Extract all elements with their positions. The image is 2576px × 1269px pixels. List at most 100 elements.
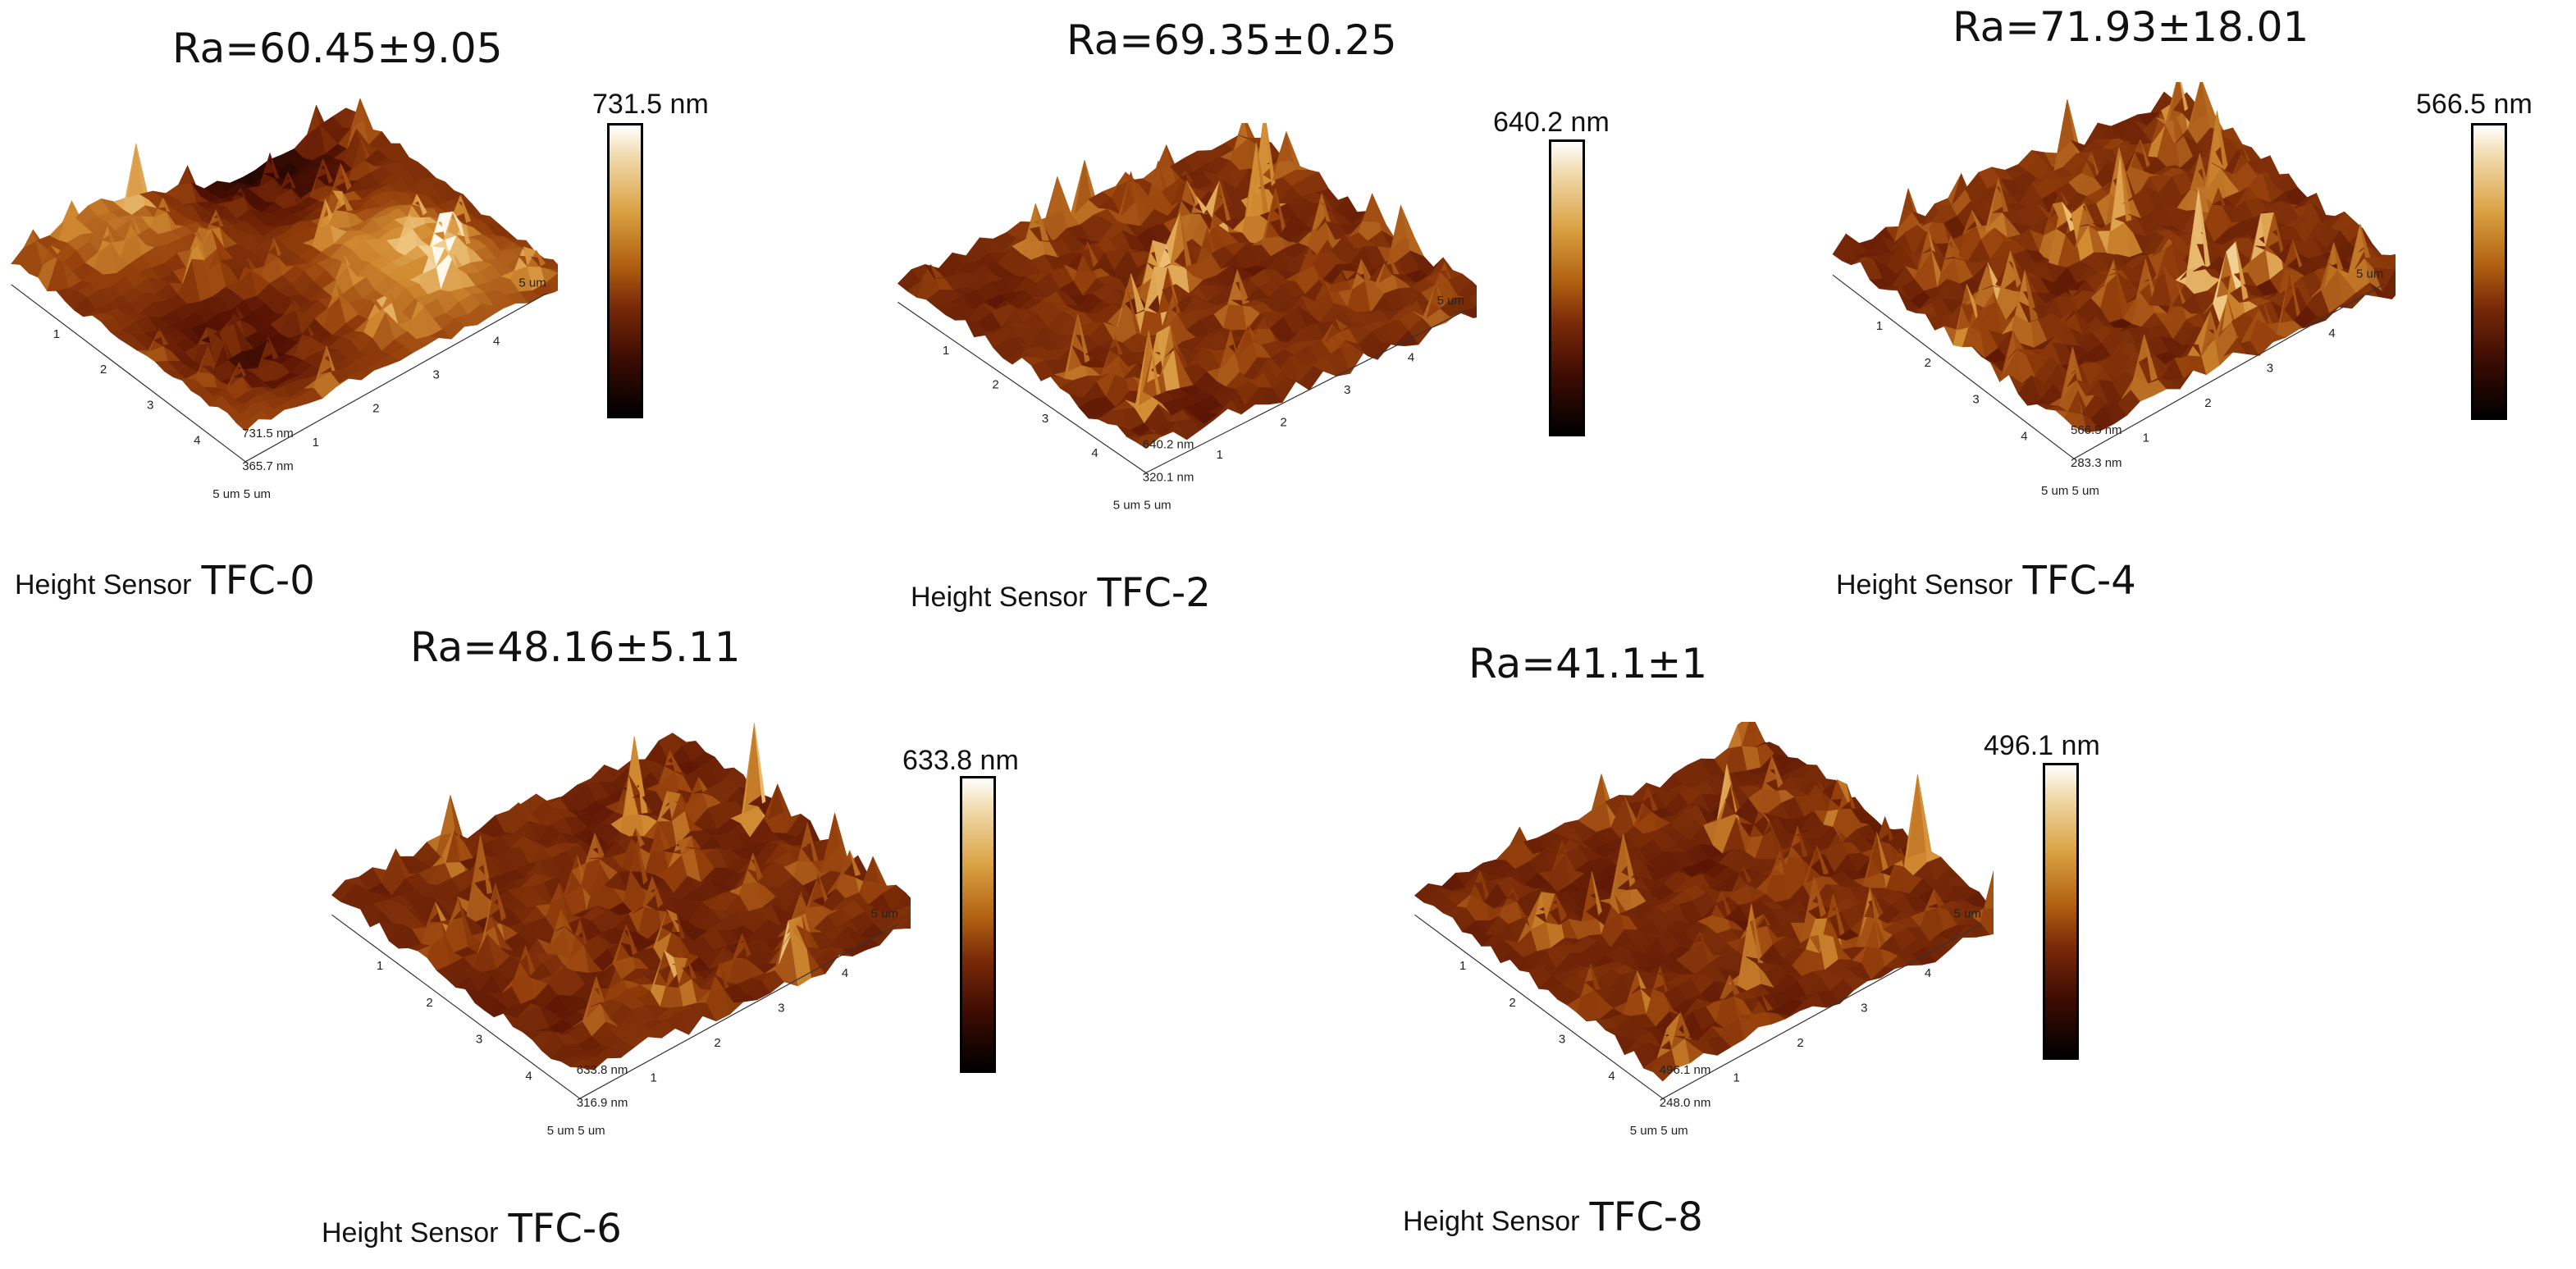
surface-mesh [897, 123, 1477, 449]
axis-tick-label: 1 [313, 436, 319, 450]
axis-tick-label: 2 [1509, 996, 1515, 1010]
axis-end-label: 5 um [1954, 906, 1981, 920]
color-scale-max: 731.5 nm [592, 89, 709, 120]
height-sensor-label: Height Sensor [911, 582, 1088, 613]
color-scale-bar [2043, 763, 2079, 1060]
afm-3d-surface: 1 1 2 2 3 3 4 4 5 um 5 um 5 um 731.5 nm 365.7 nm [11, 98, 558, 501]
axis-tick-label: 3 [1042, 412, 1048, 426]
axis-tick-label: 3 [476, 1033, 482, 1047]
axis-end-label: 5 um [518, 276, 546, 290]
surface-mesh [1414, 722, 1994, 1082]
surface-mesh [1832, 82, 2396, 433]
axis-tick-label: 2 [2204, 396, 2211, 410]
z-axis-mid-label: 248.0 nm [1660, 1096, 1711, 1110]
axis-tick-label: 3 [1559, 1033, 1565, 1047]
axis-tick-label: 2 [1797, 1036, 1803, 1050]
color-scale-bar [2471, 123, 2507, 420]
afm-3d-surface: 1 1 2 2 3 3 4 4 5 um 5 um 5 um 633.8 nm 316.9 nm [331, 723, 911, 1138]
panel-tfc8: Ra=41.1±1 1 1 2 2 3 3 4 4 5 um 5 um 5 um 496.1 nm 2… [1386, 640, 2207, 1269]
panel-tfc2: Ra=69.35±0.25 1 1 2 2 3 3 4 4 5 um 5 um 5 um 640.2… [886, 0, 1706, 640]
axis-tick-label: 4 [493, 335, 500, 349]
caption: Height Sensor TFC-6 [322, 1206, 622, 1252]
axis-tick-label: 1 [1217, 448, 1223, 462]
surface-mesh [11, 98, 558, 431]
z-axis-mid-label: 320.1 nm [1143, 470, 1194, 484]
axis-tick-label: 1 [1733, 1071, 1740, 1085]
axis-end-label: 5 um [2356, 267, 2383, 281]
color-scale-bar [607, 123, 643, 418]
axis-tick-label: 4 [194, 434, 200, 448]
axis-tick-label: 2 [100, 363, 107, 377]
surface-axes: 1 1 2 2 3 3 4 4 5 um 5 um 5 um 731.5 nm 365.7 nm [11, 276, 547, 501]
ra-value: Ra=69.35±0.25 [1066, 16, 1397, 64]
axis-end-label: 5 um [1437, 294, 1464, 308]
axis-origin-label: 5 um 5 um [212, 487, 271, 501]
axis-origin-label: 5 um 5 um [547, 1124, 605, 1138]
ra-value: Ra=71.93±18.01 [1953, 3, 2309, 51]
z-axis-top-label: 731.5 nm [242, 427, 294, 440]
axis-tick-label: 1 [651, 1071, 657, 1085]
z-axis-mid-label: 283.3 nm [2071, 456, 2122, 470]
ra-value: Ra=41.1±1 [1468, 640, 1708, 687]
height-sensor-label: Height Sensor [1403, 1206, 1580, 1237]
panel-tfc4: Ra=71.93±18.01 1 1 2 2 3 3 4 4 5 um 5 um 5 um 566.… [1805, 0, 2576, 623]
axis-tick-label: 2 [1280, 415, 1286, 429]
ra-value: Ra=48.16±5.11 [410, 623, 741, 671]
axis-tick-label: 1 [1876, 319, 1883, 333]
sample-name: TFC-2 [1097, 570, 1211, 616]
axis-tick-label: 4 [1091, 446, 1098, 460]
caption: Height Sensor TFC-0 [15, 558, 315, 604]
axis-origin-label: 5 um 5 um [2041, 484, 2099, 498]
axis-tick-label: 4 [525, 1069, 532, 1083]
color-scale-max: 633.8 nm [902, 745, 1019, 776]
height-sensor-label: Height Sensor [1836, 569, 2013, 600]
axis-tick-label: 1 [1459, 959, 1466, 973]
z-axis-top-label: 566.5 nm [2071, 423, 2122, 437]
axis-tick-label: 3 [147, 398, 153, 412]
afm-3d-surface: 1 1 2 2 3 3 4 4 5 um 5 um 5 um 640.2 nm 320.1 nm [897, 123, 1477, 512]
surface-axes: 1 1 2 2 3 3 4 4 5 um 5 um 5 um 566.5 nm 283.3 nm [1832, 267, 2385, 498]
axis-tick-label: 3 [1344, 383, 1350, 397]
axis-tick-label: 3 [433, 368, 440, 382]
sample-name: TFC-0 [201, 558, 315, 604]
color-scale-max: 496.1 nm [1984, 730, 2100, 761]
axis-tick-label: 4 [1408, 350, 1414, 364]
axis-tick-label: 2 [372, 402, 379, 416]
axis-tick-label: 3 [778, 1002, 784, 1016]
surface-axes: 1 1 2 2 3 3 4 4 5 um 5 um 5 um 633.8 nm 316.9 nm [331, 906, 899, 1138]
color-scale-max: 566.5 nm [2416, 89, 2533, 120]
z-axis-mid-label: 365.7 nm [242, 459, 294, 473]
axis-tick-label: 3 [1972, 393, 1979, 407]
sample-name: TFC-4 [2022, 558, 2136, 604]
ra-value: Ra=60.45±9.05 [172, 25, 503, 72]
color-scale-bar [960, 776, 996, 1073]
color-scale-bar [1549, 139, 1585, 436]
axis-tick-label: 2 [426, 996, 432, 1010]
axis-tick-label: 2 [714, 1036, 720, 1050]
surface-mesh [331, 723, 911, 1070]
afm-3d-surface: 1 1 2 2 3 3 4 4 5 um 5 um 5 um 566.5 nm 283.3 nm [1832, 82, 2396, 498]
axis-tick-label: 3 [1861, 1002, 1867, 1016]
sample-name: TFC-6 [508, 1206, 622, 1252]
axis-tick-label: 1 [53, 327, 60, 341]
afm-3d-surface: 1 1 2 2 3 3 4 4 5 um 5 um 5 um 496.1 nm 248.0 nm [1414, 722, 1994, 1138]
height-sensor-label: Height Sensor [15, 569, 192, 600]
axis-origin-label: 5 um 5 um [1630, 1124, 1688, 1138]
axis-tick-label: 4 [2328, 326, 2335, 340]
z-axis-mid-label: 316.9 nm [577, 1096, 628, 1110]
panel-tfc6: Ra=48.16±5.11 1 1 2 2 3 3 4 4 5 um 5 um 5 um 633.8… [295, 623, 1116, 1269]
surface-axes: 1 1 2 2 3 3 4 4 5 um 5 um 5 um 496.1 nm 248.0 nm [1414, 906, 1982, 1138]
surface-axes: 1 1 2 2 3 3 4 4 5 um 5 um 5 um 640.2 nm 320.1 nm [897, 294, 1465, 512]
z-axis-top-label: 640.2 nm [1143, 437, 1194, 451]
panel-tfc0: Ra=60.45±9.05 1 1 2 2 3 3 4 4 5 um 5 um 5 um 731.5… [0, 0, 820, 623]
axis-tick-label: 1 [943, 344, 949, 358]
axis-origin-label: 5 um 5 um [1113, 498, 1172, 512]
axis-tick-label: 2 [992, 378, 998, 392]
axis-tick-label: 4 [1608, 1069, 1615, 1083]
height-sensor-label: Height Sensor [322, 1217, 499, 1248]
axis-tick-label: 4 [1925, 966, 1931, 980]
axis-tick-label: 3 [2267, 362, 2273, 376]
caption: Height Sensor TFC-4 [1836, 558, 2136, 604]
color-scale-max: 640.2 nm [1493, 107, 1610, 138]
axis-tick-label: 2 [1925, 356, 1931, 370]
